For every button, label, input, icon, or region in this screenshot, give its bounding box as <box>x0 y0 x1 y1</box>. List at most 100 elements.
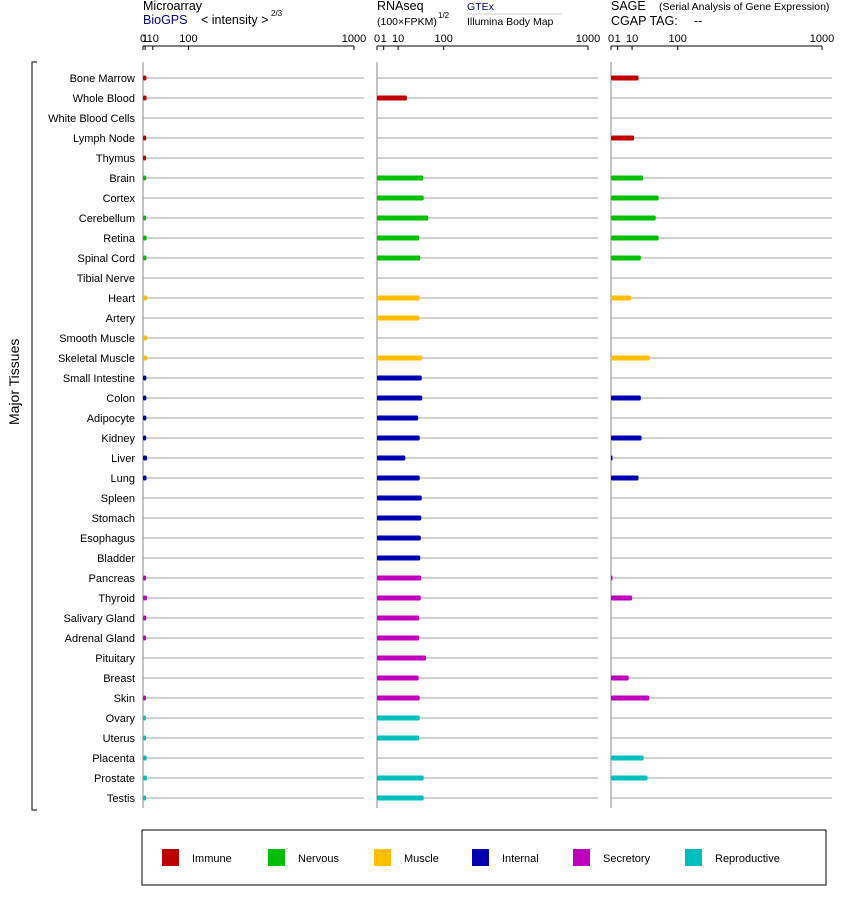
panel-sage: 0 1 10 100 1000 <box>608 33 834 808</box>
expression-bar <box>611 775 648 781</box>
expression-bar <box>377 235 420 241</box>
tissue-label: Artery <box>106 313 136 325</box>
tissue-label: Kidney <box>101 433 135 445</box>
illumina-label: Illumina Body Map <box>467 16 554 28</box>
tissue-label: Small Intestine <box>63 373 135 385</box>
expression-bar <box>143 775 147 781</box>
expression-bar <box>377 795 424 801</box>
expression-bar <box>143 335 147 341</box>
tissue-label: Spinal Cord <box>78 253 135 265</box>
expression-bar <box>377 535 421 541</box>
expression-bar <box>143 735 147 741</box>
expression-bar <box>377 255 421 261</box>
expression-bar <box>377 475 420 481</box>
expression-bar <box>611 135 635 141</box>
gtex-link[interactable]: GTEx <box>467 1 495 13</box>
expression-bar <box>377 495 422 501</box>
expression-bar <box>143 255 147 261</box>
expression-bar <box>377 355 423 361</box>
intensity-label: < intensity > <box>201 13 268 27</box>
rnaseq-title: RNAseq <box>377 0 424 13</box>
expression-bar <box>611 195 659 201</box>
cgap-tag-label: CGAP TAG: <box>611 14 678 28</box>
tissue-label: Colon <box>106 393 135 405</box>
expression-bar <box>377 735 420 741</box>
tissue-label: Skin <box>114 693 135 705</box>
expression-bar <box>611 295 632 301</box>
x-tick-label: 1000 <box>810 33 834 45</box>
fpkm-label: (100×FPKM) <box>377 16 437 28</box>
tissue-label: Cerebellum <box>79 213 135 225</box>
x-tick-label: 1 <box>381 33 387 45</box>
tissue-label: Spleen <box>101 493 135 505</box>
tissue-label: White Blood Cells <box>48 113 135 125</box>
legend-label-reproductive: Reproductive <box>715 853 780 865</box>
expression-bar <box>143 595 147 601</box>
tissue-label: Whole Blood <box>73 93 135 105</box>
tissue-label: Tibial Nerve <box>77 273 135 285</box>
expression-bar <box>143 215 147 221</box>
legend-swatch-muscle <box>374 849 391 866</box>
x-tick-label: 1000 <box>576 33 600 45</box>
x-tick-label: 10 <box>626 33 638 45</box>
cgap-tag-value: -- <box>694 14 702 28</box>
expression-bar <box>377 635 420 641</box>
tissue-label: Liver <box>111 453 135 465</box>
expression-bar <box>611 235 659 241</box>
expression-bar <box>143 135 147 141</box>
x-tick-label: 0 <box>374 33 380 45</box>
expression-bar <box>377 95 407 101</box>
expression-bar <box>143 575 147 581</box>
tissue-label: Brain <box>109 173 135 185</box>
tissue-label: Salivary Gland <box>63 613 135 625</box>
fpkm-exponent: 1/2 <box>438 11 450 20</box>
tissue-label: Heart <box>108 293 135 305</box>
expression-bar <box>143 415 147 421</box>
tissue-label: Adrenal Gland <box>65 633 135 645</box>
expression-bar <box>143 475 147 481</box>
tissue-label: Esophagus <box>80 533 136 545</box>
expression-bar <box>611 575 613 581</box>
expression-bar <box>611 695 650 701</box>
tissue-label: Prostate <box>94 773 135 785</box>
expression-bar <box>377 575 422 581</box>
expression-bar <box>377 195 424 201</box>
tissue-label: Bladder <box>97 553 135 565</box>
expression-bar <box>377 315 420 321</box>
tissue-labels: Bone Marrow Whole Blood White Blood Cells L… <box>48 73 136 805</box>
x-tick-label: 10 <box>147 33 159 45</box>
expression-bar <box>143 795 147 801</box>
x-tick-label: 0 <box>140 33 146 45</box>
expression-bar <box>143 615 147 621</box>
expression-bar <box>611 455 613 461</box>
tissue-label: Retina <box>103 233 136 245</box>
expression-bar <box>143 755 147 761</box>
tissue-bracket <box>31 61 37 811</box>
tissue-label: Lymph Node <box>73 133 135 145</box>
tissue-label: Lung <box>111 473 135 485</box>
expression-bar <box>143 175 147 181</box>
tissue-label: Placenta <box>92 753 136 765</box>
x-tick-label: 1 <box>142 33 148 45</box>
biogps-link[interactable]: BioGPS <box>143 13 187 27</box>
expression-bar <box>377 375 422 381</box>
expression-bar <box>143 715 146 721</box>
y-axis-title: Major Tissues <box>6 339 22 425</box>
expression-bar <box>377 215 429 221</box>
expression-bar <box>143 435 147 441</box>
expression-bar <box>377 175 424 181</box>
legend-swatch-nervous <box>268 849 285 866</box>
x-tick-label: 1000 <box>342 33 366 45</box>
expression-bar <box>611 755 644 761</box>
panel-rnaseq: 0 1 10 100 1000 <box>374 33 600 808</box>
expression-bar <box>377 675 419 681</box>
legend-label-immune: Immune <box>192 853 232 865</box>
expression-bar <box>377 435 420 441</box>
expression-bar <box>143 635 147 641</box>
expression-bar <box>611 355 650 361</box>
legend: Immune Nervous Muscle Internal Secretory Repr… <box>162 849 780 866</box>
tissue-label: Ovary <box>106 713 136 725</box>
tissue-label: Uterus <box>103 733 136 745</box>
x-tick-label: 100 <box>435 33 453 45</box>
